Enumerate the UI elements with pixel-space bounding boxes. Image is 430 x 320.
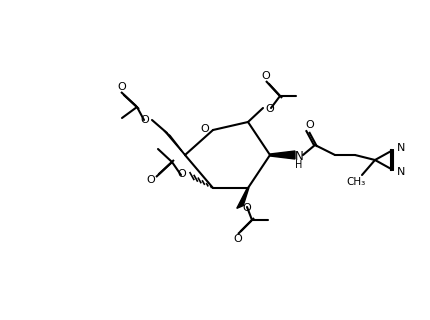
Text: O: O [306, 120, 314, 130]
Text: N: N [397, 143, 405, 153]
Text: O: O [243, 203, 252, 213]
Polygon shape [164, 131, 186, 156]
Text: O: O [233, 234, 243, 244]
Text: O: O [147, 175, 155, 185]
Text: O: O [261, 71, 270, 81]
Text: O: O [141, 115, 149, 125]
Text: N: N [397, 167, 405, 177]
Polygon shape [237, 188, 249, 208]
Text: O: O [266, 104, 274, 114]
Text: CH₃: CH₃ [347, 177, 366, 187]
Text: O: O [118, 82, 126, 92]
Text: O: O [201, 124, 209, 134]
Text: H: H [295, 160, 303, 170]
Text: N: N [295, 149, 304, 163]
Polygon shape [270, 151, 295, 159]
Text: O: O [178, 169, 186, 179]
